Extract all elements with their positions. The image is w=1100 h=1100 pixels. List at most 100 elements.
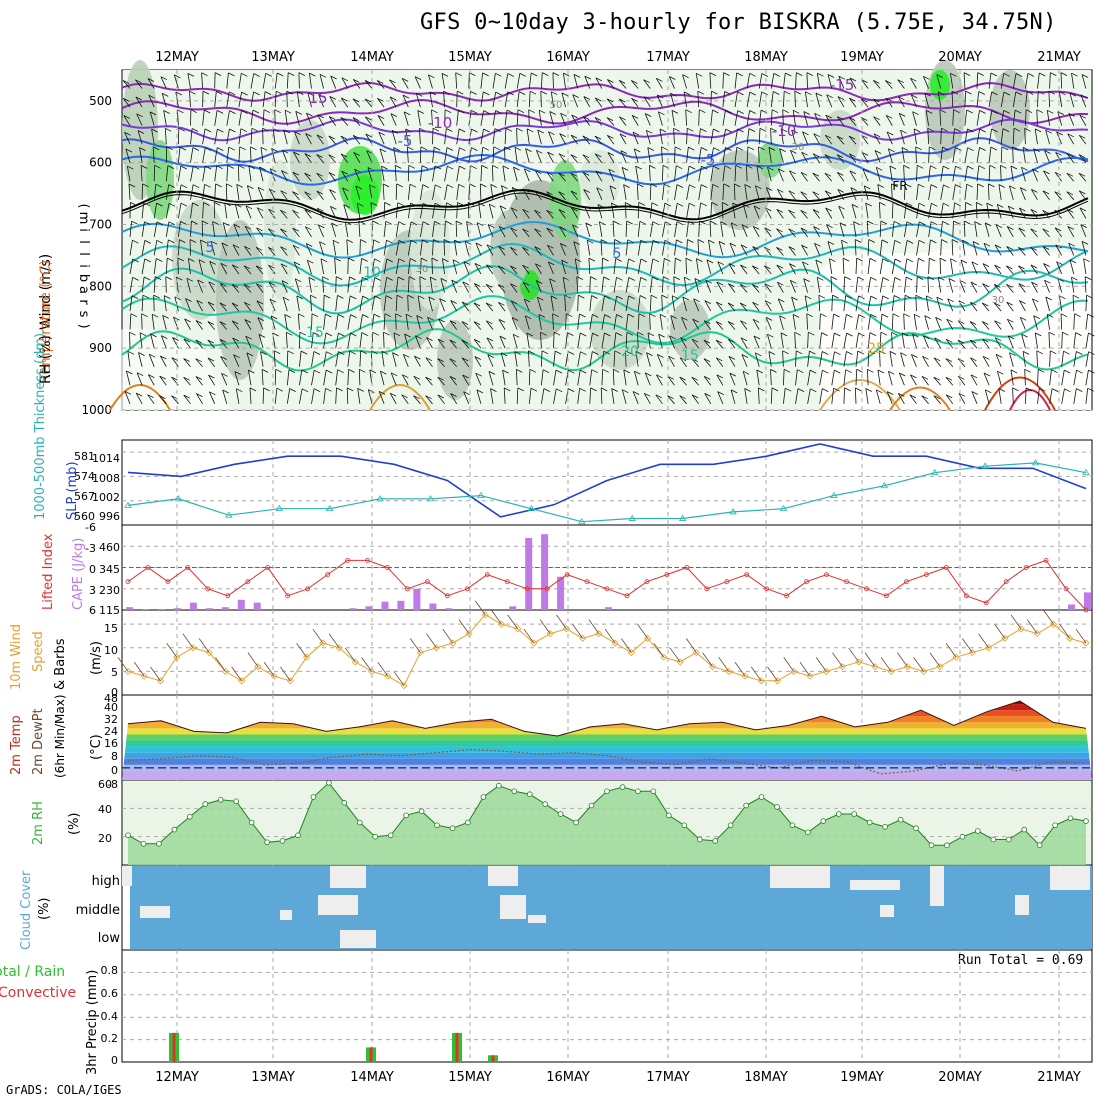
wind-speed-marker xyxy=(1017,625,1025,633)
wind-barb xyxy=(843,369,847,386)
wind-barb xyxy=(129,221,132,237)
temp-band xyxy=(122,710,1092,717)
ylabel-letter: ) xyxy=(76,323,91,328)
wind-barb-flag xyxy=(737,91,744,96)
wind-barb xyxy=(347,369,349,386)
wind-barb-flag xyxy=(131,295,139,299)
wind-barb-flag xyxy=(615,332,623,336)
wind-barb-flag xyxy=(817,276,824,281)
wind-barb-flag xyxy=(177,257,185,262)
wind-barb xyxy=(674,239,677,256)
wind-barb xyxy=(709,220,712,237)
wind-barb-flag xyxy=(891,183,898,188)
wind-barb xyxy=(806,313,808,330)
wind-barb-flag xyxy=(192,202,199,207)
wind-barb xyxy=(936,74,942,89)
wind-barb xyxy=(417,295,421,312)
wind-barb xyxy=(618,80,627,89)
wind-barb xyxy=(795,350,797,367)
wind-barb-flag xyxy=(967,128,974,133)
wind-barb-flag xyxy=(755,185,762,190)
wind-barb xyxy=(514,147,518,163)
cloud-level-label: middle xyxy=(76,903,120,918)
wind-barb xyxy=(658,111,663,126)
wind-barb xyxy=(323,351,327,367)
wind-barb xyxy=(449,320,458,330)
wind-barb-flag xyxy=(720,221,727,225)
upper-wind-barbs xyxy=(122,72,1095,405)
wind-barb xyxy=(667,376,675,386)
wind-barb-flag xyxy=(728,283,735,287)
cape-label-li: Lifted Index xyxy=(41,533,56,610)
wind-barb-flag xyxy=(910,77,917,82)
wind-barb xyxy=(647,147,651,163)
wind-barb-flag xyxy=(361,258,368,262)
wind-barb-flag xyxy=(449,320,457,324)
wind-barb xyxy=(988,91,992,108)
wind-barb-flag xyxy=(446,202,453,207)
wind-barb xyxy=(952,128,955,145)
rh-marker xyxy=(588,802,595,809)
cloud-unit: (%) xyxy=(37,898,52,921)
wind-barb-flag xyxy=(498,225,506,230)
wind-barb xyxy=(767,334,772,349)
wind-barb xyxy=(938,277,942,293)
wind-barb xyxy=(824,172,833,182)
wind-barb xyxy=(963,72,966,89)
wind-barb-flag xyxy=(822,351,829,355)
temp-band xyxy=(122,740,1092,747)
rh-marker xyxy=(156,840,162,847)
wind-barb xyxy=(686,239,688,256)
rh-marker xyxy=(1067,815,1074,822)
wind-barb-flag xyxy=(716,301,723,306)
wind-barb xyxy=(625,350,627,367)
axis-tick-label: 20 xyxy=(98,832,112,845)
wind-speed-marker xyxy=(238,677,246,685)
wind-barb-flag xyxy=(748,128,756,132)
cape-bar xyxy=(509,606,517,610)
wind-barb-flag xyxy=(244,301,251,306)
wind-barb-flag xyxy=(837,96,845,100)
wind-barb xyxy=(994,320,1002,330)
wind-barb-flag xyxy=(195,376,203,380)
wind-barb-flag xyxy=(656,374,663,379)
pressure-tick: 900 xyxy=(89,341,112,355)
wind-barb-flag xyxy=(452,259,460,264)
wind-barb-flag xyxy=(469,183,476,188)
wind-barb-flag xyxy=(151,313,159,318)
wind-barb-flag xyxy=(970,301,977,306)
wind-barb-flag xyxy=(552,72,560,76)
wind-barb-flag xyxy=(632,391,640,395)
wind-barb-flag xyxy=(670,315,677,319)
wind-barb xyxy=(891,258,896,275)
wind-barb-flag xyxy=(982,302,989,307)
wind-barb-flag xyxy=(646,352,653,356)
wind-barb xyxy=(352,117,361,126)
wind-barb xyxy=(129,258,134,275)
wind-barb-flag xyxy=(567,332,574,336)
wind-speed-marker xyxy=(903,663,911,671)
wind-barb-flag xyxy=(936,296,943,301)
wind-barb-flag xyxy=(923,335,930,340)
wind-barb xyxy=(395,240,400,256)
wind-barb-flag xyxy=(349,350,356,355)
wind-barb-flag xyxy=(243,265,251,270)
wind-barb-flag xyxy=(357,388,364,392)
wind-barb xyxy=(770,109,773,126)
wind-barb xyxy=(948,278,954,293)
wind-barb xyxy=(195,339,203,349)
wind-barb xyxy=(945,376,954,386)
wind-barb-flag xyxy=(256,246,263,251)
wind-speed-marker xyxy=(1049,620,1058,628)
rh-marker xyxy=(264,839,270,846)
wind-barb-flag xyxy=(286,90,293,95)
wind-barb-flag xyxy=(437,376,444,381)
wind-barb-flag xyxy=(635,351,643,355)
wind-speed-marker xyxy=(319,639,327,647)
wind-barb xyxy=(262,387,264,404)
wind-barb xyxy=(710,109,713,126)
wind-barb-flag xyxy=(918,258,925,262)
wind-barb xyxy=(722,129,726,145)
wind-barb xyxy=(502,165,506,182)
wind-barb xyxy=(582,172,591,182)
